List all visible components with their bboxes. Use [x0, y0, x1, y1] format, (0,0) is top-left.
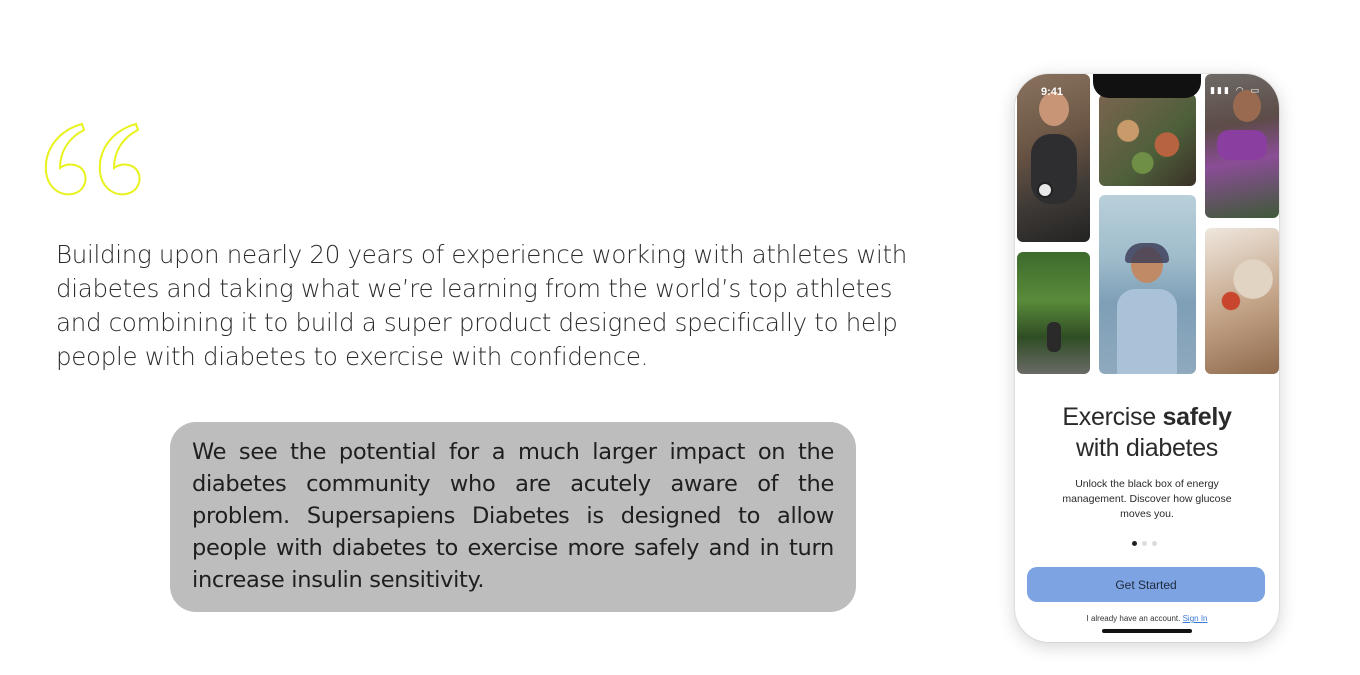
account-prompt: I already have an account. Sign In — [1086, 614, 1208, 623]
photo-forest-cyclist — [1017, 252, 1090, 374]
photo-food-bowls — [1099, 94, 1196, 186]
photo-meal-prep — [1205, 228, 1279, 374]
phone-mockup: 9:41 ▮▮▮ ◠ ▭ Exercise safely with diabet… — [1015, 74, 1279, 642]
photo-cyclist-woman — [1205, 74, 1279, 218]
carousel-dots — [1132, 541, 1157, 546]
sign-in-link[interactable]: Sign In — [1182, 614, 1208, 623]
callout-box: We see the potential for a much larger i… — [170, 422, 856, 612]
home-indicator — [1102, 629, 1192, 633]
carousel-dot[interactable] — [1152, 541, 1157, 546]
onboarding-subtitle: Unlock the black box of energy managemen… — [1062, 478, 1232, 520]
get-started-button[interactable]: Get Started — [1027, 567, 1265, 602]
photo-athlete-sensor — [1017, 74, 1090, 242]
main-quote-text: Building upon nearly 20 years of experie… — [56, 239, 907, 371]
quote-mark-icon — [44, 122, 141, 196]
signal-wifi-battery-icon: ▮▮▮ ◠ ▭ — [1210, 86, 1261, 96]
callout-text: We see the potential for a much larger i… — [192, 439, 834, 593]
carousel-dot[interactable] — [1142, 541, 1147, 546]
status-time: 9:41 — [1041, 86, 1064, 98]
photo-runner-headphones — [1099, 195, 1196, 374]
carousel-dot-active[interactable] — [1132, 541, 1137, 546]
onboarding-headline: Exercise safely with diabetes — [1062, 403, 1232, 462]
phone-notch — [1093, 74, 1201, 98]
